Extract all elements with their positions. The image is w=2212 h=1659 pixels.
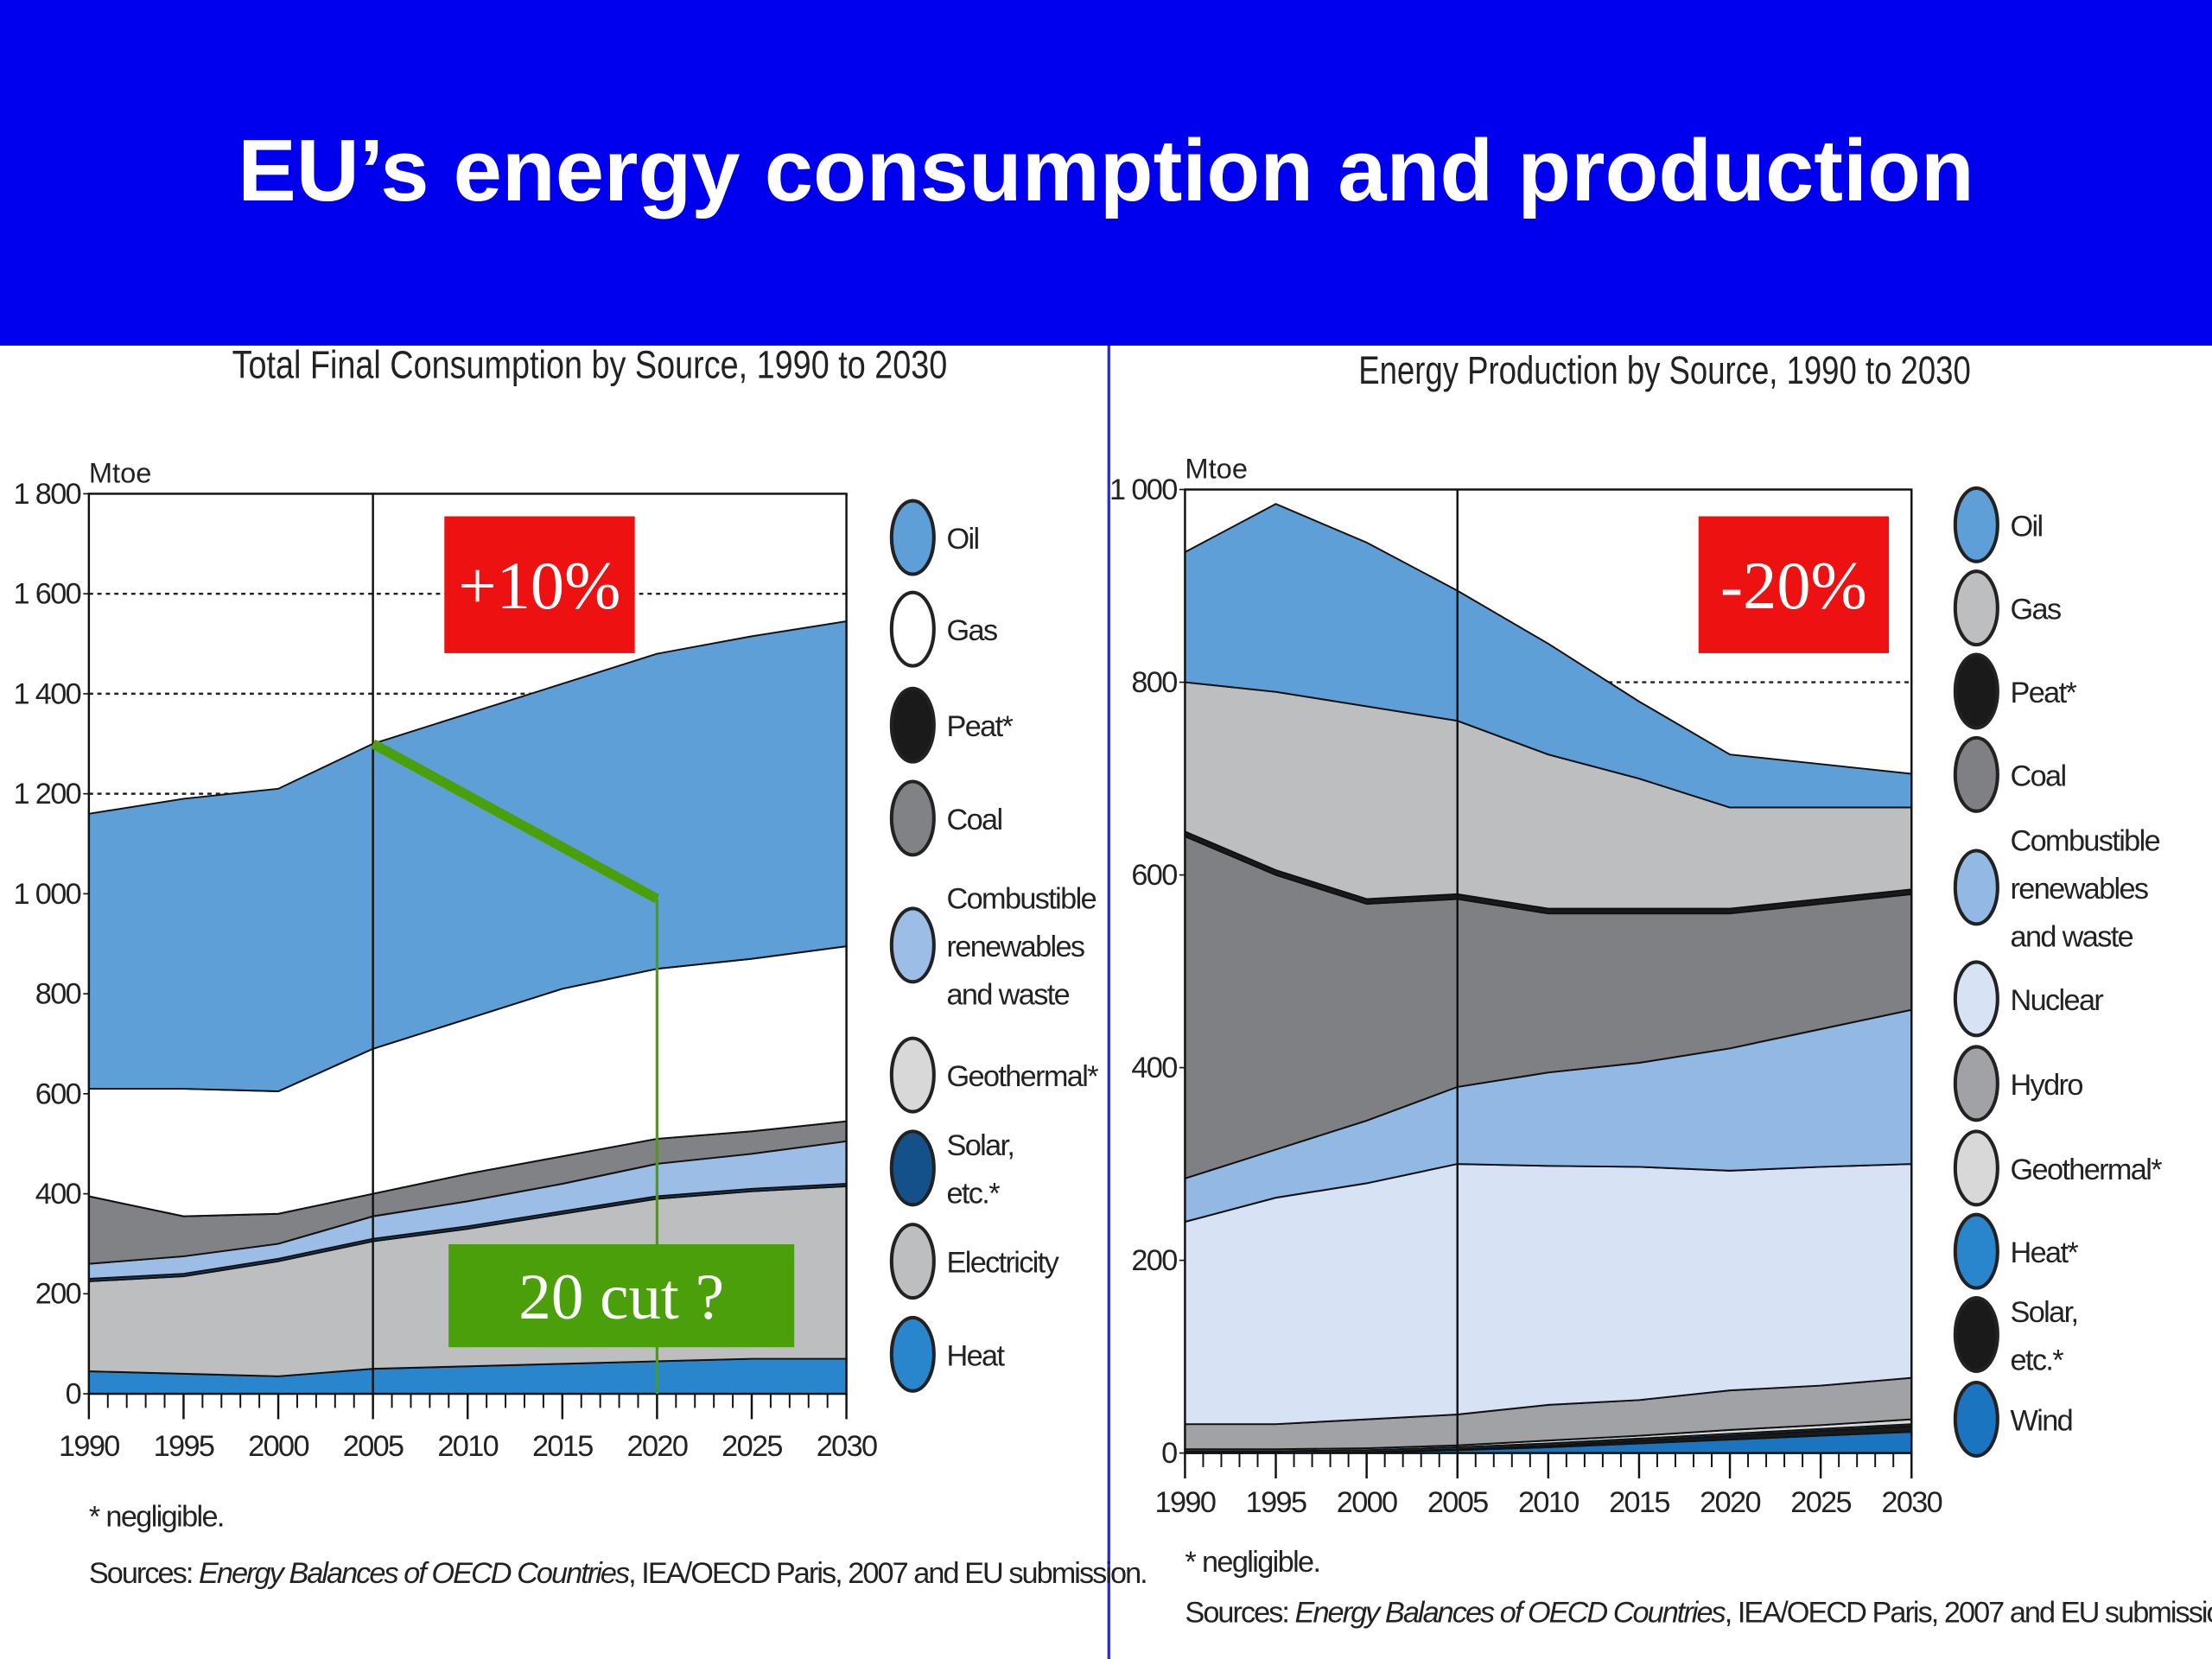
x-tick-label: 2005: [343, 1430, 404, 1463]
legend-swatch: [1953, 1129, 1999, 1207]
legend-swatch: [1953, 735, 1999, 813]
x-tick-label: 2010: [437, 1430, 498, 1463]
legend-label: Gas: [947, 614, 997, 647]
legend-swatch: [1953, 1296, 1999, 1373]
legend-label: Peat*: [2011, 677, 2077, 709]
area: [1184, 1163, 1913, 1426]
x-tick-label: 1995: [1246, 1486, 1306, 1519]
x-tick-label: 2025: [1790, 1486, 1851, 1519]
x-tick-label: 2020: [627, 1430, 688, 1463]
header-band: [0, 0, 2212, 346]
legend-swatch: [889, 906, 936, 984]
legend-swatch: [889, 1129, 936, 1207]
chart-title: Total Final Consumption by Source, 1990 …: [232, 343, 948, 387]
legend-swatch: [1953, 652, 1999, 730]
y-tick-label: 1 200: [13, 778, 80, 810]
y-tick-label: 1 600: [13, 578, 80, 611]
legend-label: Coal: [947, 804, 1002, 836]
x-tick-label: 2000: [1337, 1486, 1397, 1519]
y-tick-label: 1 000: [1109, 474, 1177, 506]
x-tick-label: 2005: [1427, 1486, 1488, 1519]
source-part: Sources:: [89, 1557, 199, 1590]
legend-label: Geothermal*: [947, 1060, 1099, 1093]
x-tick-label: 1990: [1155, 1486, 1216, 1519]
legend-label: Nuclear: [2011, 984, 2104, 1017]
legend-label: Gas: [2011, 594, 2061, 626]
slide-title: EU’s energy consumption and production: [238, 122, 1974, 219]
legend-swatch: [889, 686, 936, 764]
y-tick-label: 400: [35, 1178, 81, 1211]
legend-swatch: [889, 499, 936, 576]
legend-swatch: [1953, 960, 1999, 1038]
legend-label: Oil: [2011, 510, 2043, 543]
trend-line: [370, 739, 660, 904]
y-tick-label: 200: [35, 1278, 81, 1311]
x-tick-label: 2025: [721, 1430, 782, 1463]
y-tick-label: 800: [35, 978, 81, 1011]
y-tick-label: 600: [1131, 859, 1177, 892]
y-tick-label: 0: [1161, 1437, 1177, 1470]
source-part: Sources:: [1185, 1597, 1294, 1630]
x-tick-label: 2030: [1881, 1486, 1942, 1519]
x-tick-label: 2000: [248, 1430, 308, 1463]
source-part: Energy Balances of OECD Countries: [1295, 1597, 1726, 1630]
legend-swatch: [889, 1036, 936, 1114]
legend-swatch: [1953, 849, 1999, 926]
y-tick-label: 1 400: [13, 677, 80, 710]
legend-label: Heat: [947, 1339, 1006, 1372]
legend-label: Electricity: [947, 1247, 1060, 1280]
legend-label: Geothermal*: [2011, 1154, 2163, 1186]
y-tick-label: 400: [1131, 1052, 1177, 1084]
annotation-box: [448, 1244, 795, 1348]
source-part: , IEA/OECD Paris, 2007 and EU submission…: [1725, 1597, 2212, 1630]
x-tick-label: 2015: [1609, 1486, 1669, 1519]
legend-swatch: [1953, 486, 1999, 563]
legend-label: Solar, etc.*: [947, 1129, 1021, 1211]
source-part: Energy Balances of OECD Countries: [199, 1557, 630, 1590]
x-tick-label: 2030: [817, 1430, 877, 1463]
legend-label: Solar, etc.*: [2011, 1296, 2085, 1377]
annotation: -20%: [1720, 548, 1867, 623]
y-tick-label: 200: [1131, 1244, 1177, 1277]
x-tick-label: 1995: [154, 1430, 214, 1463]
footnote: * negligible.: [1185, 1546, 1319, 1579]
legend-swatch: [889, 779, 936, 857]
legend-swatch: [1953, 569, 1999, 647]
legend-label: Peat*: [947, 710, 1014, 743]
y-axis-unit: Mtoe: [89, 456, 152, 488]
x-tick-label: 2010: [1518, 1486, 1579, 1519]
source: Sources: Energy Balances of OECD Countri…: [89, 1557, 1147, 1590]
legend-label: Wind: [2011, 1405, 2073, 1438]
y-tick-label: 1 000: [13, 878, 80, 911]
y-axis-unit: Mtoe: [1185, 452, 1248, 484]
source: Sources: Energy Balances of OECD Countri…: [1185, 1597, 2212, 1630]
x-tick-label: 2020: [1700, 1486, 1760, 1519]
legend-swatch: [1953, 1212, 1999, 1290]
legend-label: Combustible renewables and waste: [947, 882, 1103, 1011]
legend-label: Oil: [947, 523, 979, 556]
y-tick-label: 0: [66, 1377, 81, 1410]
footnote: * negligible.: [89, 1501, 224, 1534]
legend-swatch: [1953, 1380, 1999, 1458]
legend-label: Combustible renewables and waste: [2011, 824, 2166, 953]
annotation-box: [444, 516, 635, 653]
y-tick-label: 800: [1131, 666, 1177, 699]
annotation: +10%: [459, 548, 621, 623]
legend-label: Heat*: [2011, 1236, 2079, 1269]
annotation: 20 cut ?: [518, 1262, 724, 1333]
chart-title: Energy Production by Source, 1990 to 203…: [1358, 348, 1971, 392]
legend-label: Coal: [2011, 760, 2066, 792]
legend-label: Hydro: [2011, 1069, 2083, 1102]
legend-swatch: [889, 590, 936, 668]
y-tick-label: 600: [35, 1077, 81, 1110]
legend-swatch: [1953, 1045, 1999, 1122]
annotation-box: [1698, 516, 1890, 653]
legend-swatch: [889, 1223, 936, 1300]
x-tick-label: 1990: [59, 1430, 119, 1463]
legend-swatch: [889, 1315, 936, 1393]
source-part: , IEA/OECD Paris, 2007 and EU submission…: [628, 1557, 1147, 1590]
x-tick-label: 2015: [532, 1430, 593, 1463]
y-tick-label: 1 800: [13, 478, 80, 511]
